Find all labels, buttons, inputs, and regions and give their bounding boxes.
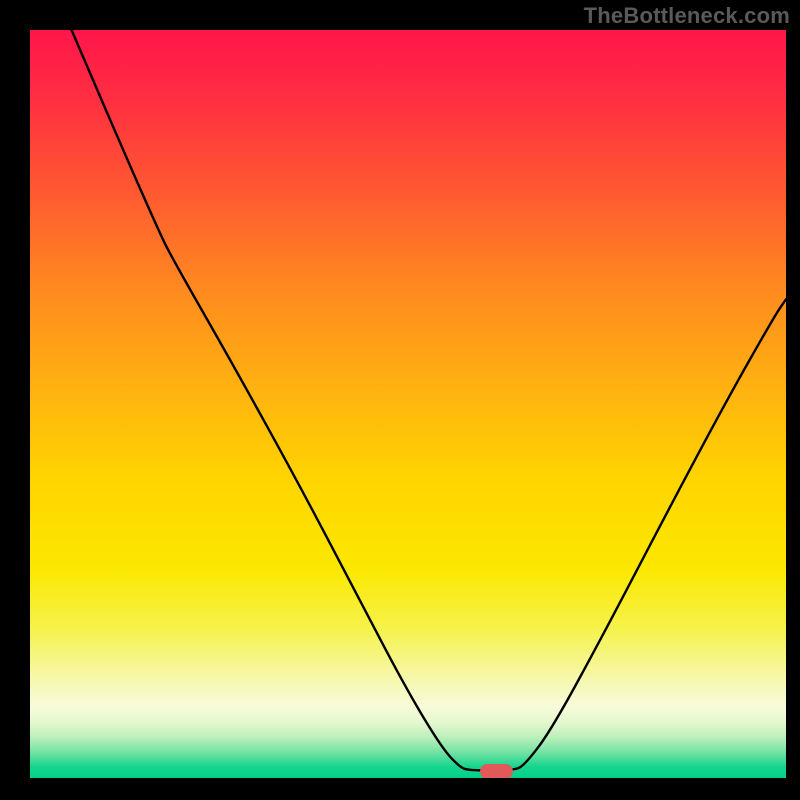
optimum-marker (480, 764, 513, 778)
watermark-text: TheBottleneck.com (584, 3, 790, 29)
plot-area (30, 30, 786, 778)
plot-svg (30, 30, 786, 778)
chart-container: { "watermark": { "text": "TheBottleneck.… (0, 0, 800, 800)
axis-frame-bottom (0, 778, 800, 800)
gradient-background (30, 30, 786, 778)
axis-frame-left (0, 0, 30, 800)
axis-frame-right (786, 0, 800, 800)
